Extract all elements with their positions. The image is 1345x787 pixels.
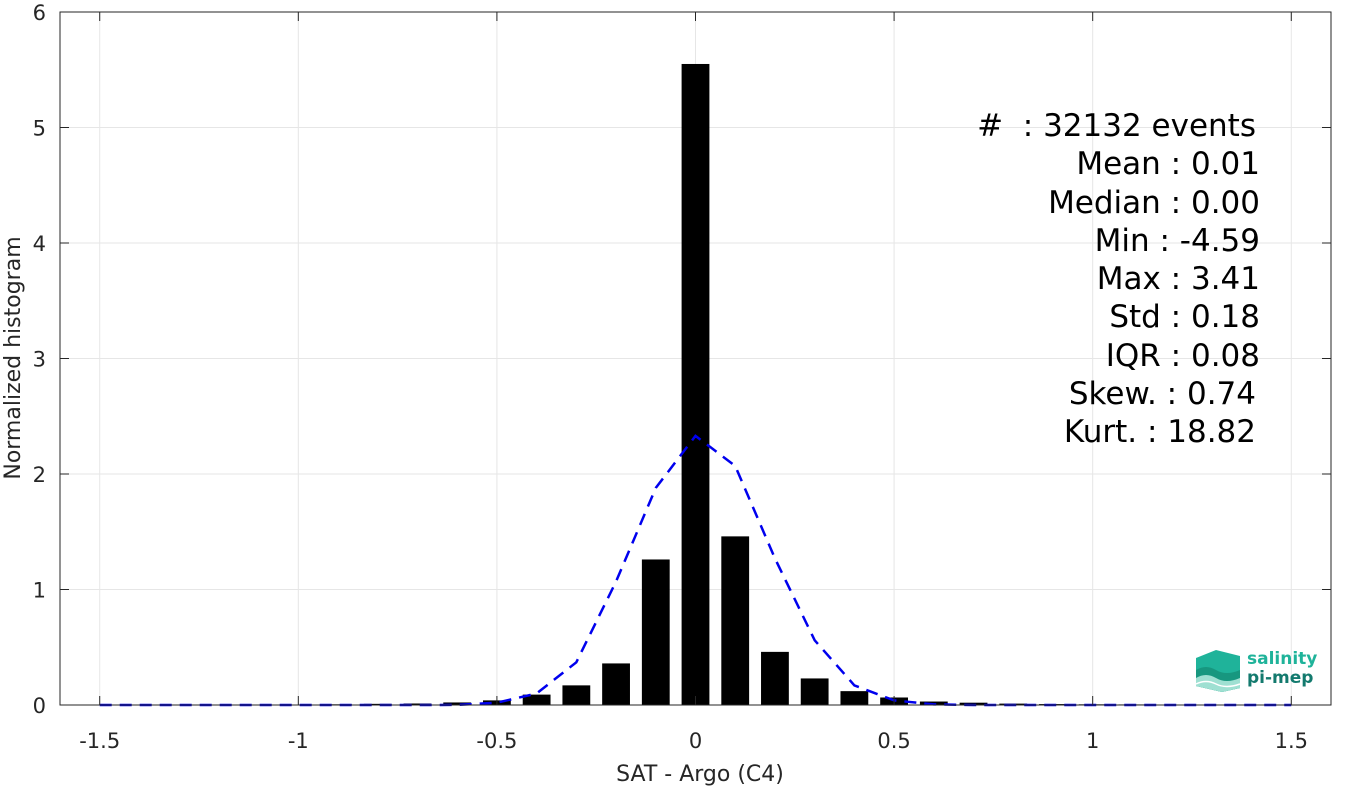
x-axis-label: SAT - Argo (C4) [616, 762, 784, 787]
x-tick-label: 0 [689, 729, 702, 753]
stat-min: Min : -4.59 [1094, 222, 1260, 259]
y-tick-label: 4 [33, 232, 46, 256]
histogram-bar [602, 663, 630, 705]
histogram-bar [761, 651, 789, 705]
histogram-bar [522, 694, 551, 705]
histogram-bar [363, 703, 392, 705]
logo-text-salinity: salinity [1247, 649, 1318, 669]
stat-mean: Mean : 0.01 [1076, 146, 1260, 183]
stat-median: Median : 0.00 [1048, 184, 1260, 221]
logo-text-pimep: pi-mep [1247, 668, 1314, 688]
x-tick-label: 1 [1086, 729, 1099, 753]
x-tick-label: -0.5 [476, 729, 517, 753]
y-tick-label: 3 [33, 348, 46, 372]
y-tick-label: 0 [33, 694, 46, 718]
x-tick-label: 0.5 [877, 729, 910, 753]
stat-count: # : 32132 events [977, 108, 1256, 144]
x-tick-label: -1.5 [79, 729, 120, 753]
y-tick-label: 1 [33, 579, 46, 603]
x-tick-label: -1 [288, 729, 309, 753]
histogram-bar [840, 691, 869, 705]
histogram-bar [562, 685, 591, 705]
histogram-bar [403, 703, 432, 705]
logo-waves-icon [1195, 650, 1241, 692]
histogram-bar [800, 678, 829, 705]
y-tick-label: 2 [33, 463, 46, 487]
y-tick-label: 6 [33, 1, 46, 25]
histogram-bars [85, 63, 1306, 706]
histogram-bar [681, 63, 710, 706]
histogram-bar [721, 536, 750, 705]
stat-iqr: IQR : 0.08 [1105, 337, 1260, 374]
axis-ticks: -1.5 -1 -0.5 0 0.5 1 1.5 0 1 2 3 4 5 6 [33, 1, 1331, 753]
statistics-panel: # : 32132 events Mean : 0.01 Median : 0.… [900, 107, 1260, 452]
y-tick-label: 5 [33, 117, 46, 141]
histogram-bar [443, 702, 472, 705]
stat-max: Max : 3.41 [1096, 261, 1260, 298]
salinity-pimep-logo: salinity pi-mep [1194, 648, 1324, 694]
histogram-bar [641, 559, 670, 705]
stat-skew: Skew. : 0.74 [1068, 376, 1256, 413]
stat-kurt: Kurt. : 18.82 [1063, 414, 1256, 451]
x-tick-label: 1.5 [1275, 729, 1308, 753]
y-axis-label: Normalized histogram [1, 236, 26, 479]
stat-std: Std : 0.18 [1109, 299, 1260, 336]
